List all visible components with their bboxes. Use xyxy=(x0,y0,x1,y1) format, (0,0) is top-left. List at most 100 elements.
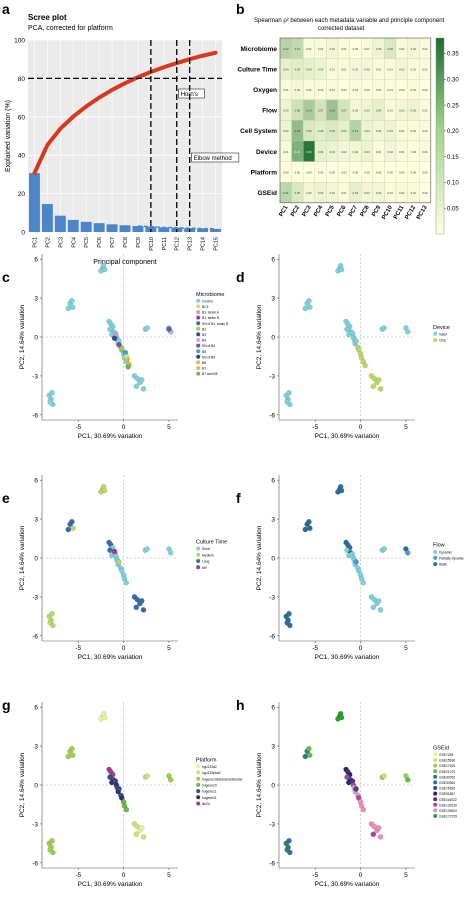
scatter-point xyxy=(101,487,108,494)
heatmap-row-label: GSEid xyxy=(257,190,277,197)
legend-label: GSE7259 xyxy=(439,753,453,757)
heatmap-cell-value: 0.02 xyxy=(353,109,359,113)
heatmap-cell-value: 0.14 xyxy=(306,109,312,113)
scatter-point xyxy=(370,604,377,611)
heatmap-cell-value: 0.02 xyxy=(295,88,301,92)
scatter-xtick-label: 0 xyxy=(122,424,126,431)
heatmap-cell-value: 0.12 xyxy=(353,129,359,133)
scatter-point xyxy=(70,752,76,758)
legend-label: Medium xyxy=(202,553,214,557)
scatter-point xyxy=(133,604,140,611)
legend-swatch xyxy=(433,780,438,785)
scatter-point xyxy=(69,297,75,304)
scatter-point xyxy=(360,806,367,813)
pca-scatter-gseid: -6 -3 0 3 6 -5 0 5 PC1, 30.69% variation PC2, 14.… xyxy=(256,702,457,888)
pca-scatter-platform: -6 -3 0 3 6 -5 0 5 PC1, 30.69% variation PC2, 14.… xyxy=(19,702,243,888)
scree-xtick-label: PC5 xyxy=(84,237,90,248)
scatter-point xyxy=(307,752,313,758)
heatmap-cell-value: 0.06 xyxy=(329,129,335,133)
legend-label: illu2n xyxy=(202,802,210,806)
heatmap-cell-value: 0.05 xyxy=(295,67,301,71)
scree-bar-pc2 xyxy=(41,203,53,232)
heatmap-border xyxy=(279,37,432,204)
heatmap-cell-value: 0.16 xyxy=(329,109,335,113)
heatmap-col-label: PC10 xyxy=(381,204,394,221)
scatter-ytick-label: 6 xyxy=(34,705,38,712)
legend-swatch xyxy=(433,752,438,757)
legend-label: B7 and B8 xyxy=(202,372,218,376)
scatter-point xyxy=(47,847,53,853)
scree-xtick-label: PC2 xyxy=(45,237,51,248)
scree-ytick-label: 0 xyxy=(21,230,25,237)
scatter-ytick-label: 6 xyxy=(271,257,275,264)
heatmap-cell-value: 0.00 xyxy=(283,170,289,174)
legend-swatch xyxy=(196,349,201,354)
scatter-ytick-label: 6 xyxy=(34,257,38,264)
legend-swatch xyxy=(433,331,438,336)
scatter-ytick-label: 0 xyxy=(34,783,38,790)
heatmap-title-line2: corrected dataset xyxy=(318,26,365,32)
heatmap-cell-value: 0.12 xyxy=(283,47,289,51)
scatter-xtick-label: 0 xyxy=(359,645,363,652)
scatter-point xyxy=(65,526,72,533)
legend-label: B7 xyxy=(202,367,206,371)
legend-label: Control xyxy=(202,299,213,303)
heatmap-col-label: PC1 xyxy=(278,204,289,218)
pca-scatter-device: -6 -3 0 3 6 -5 0 5 PC1, 30.69% variation PC2, 14.… xyxy=(256,254,450,440)
heatmap-cell-value: 0.00 xyxy=(353,47,359,51)
scatter-point xyxy=(375,825,382,831)
scatter-point xyxy=(116,559,122,565)
heatmap-cell-value: 0.00 xyxy=(364,88,370,92)
heatmap-cell-value: 0.03 xyxy=(387,129,393,133)
legend-swatch xyxy=(196,354,201,359)
heatmap-cell-value: 0.11 xyxy=(283,191,289,195)
legend-label: Short xyxy=(202,547,210,551)
scatter-ytick-label: 3 xyxy=(34,744,38,751)
legend-swatch xyxy=(433,562,438,567)
heatmap-cell-value: 0.01 xyxy=(353,88,359,92)
heatmap-cell-value: 0.01 xyxy=(329,67,335,71)
scatter-xlabel: PC1, 30.69% variation xyxy=(78,433,143,440)
scatter-xtick-label: 0 xyxy=(359,424,363,431)
scatter-point xyxy=(375,377,382,383)
scatter-ylabel: PC2, 14.64% variation xyxy=(256,525,263,590)
legend-swatch xyxy=(196,366,201,370)
heatmap-cell-value: 0.00 xyxy=(329,170,335,174)
scatter-point xyxy=(370,383,377,390)
legend-swatch xyxy=(433,786,438,790)
heatmap-col-label: PC9 xyxy=(371,204,382,218)
heatmap-col-label: PC2 xyxy=(290,204,301,218)
legend-swatch xyxy=(196,546,201,551)
scree-ytick-label: 60 xyxy=(18,114,26,121)
scatter-point xyxy=(166,326,172,332)
scatter-xtick-label: -5 xyxy=(312,424,318,431)
heatmap-cell-value: 0.00 xyxy=(399,170,405,174)
scree-bar-pc7 xyxy=(106,224,118,232)
legend-swatch xyxy=(196,565,201,570)
colorbar-tick-label: 0.15 xyxy=(447,155,459,161)
heatmap-cell-value: 0.01 xyxy=(306,47,312,51)
heatmap-cell-value: 0.01 xyxy=(283,150,289,154)
scree-xtick-label: PC3 xyxy=(58,237,64,248)
heatmap-cell-value: 0.02 xyxy=(341,150,347,154)
legend-label: SN of B1, strain B xyxy=(202,322,229,326)
scree-xtick-label: PC7 xyxy=(110,237,116,248)
legend-label: hugene11 xyxy=(202,790,217,794)
heatmap-cell-value: 0.07 xyxy=(318,109,324,113)
scatter-point xyxy=(123,806,130,813)
heatmap-cell-value: 0.06 xyxy=(306,129,312,133)
panel-letter-g: g xyxy=(2,697,11,713)
scree-xlabel: Principal component xyxy=(93,259,156,266)
panel-letter-f: f xyxy=(236,490,241,506)
legend-swatch xyxy=(196,343,201,348)
heatmap-cell-value: 0.03 xyxy=(329,150,335,154)
pca-scatter-microbiome: -6 -3 0 3 6 -5 0 5 PC1, 30.69% variation PC2, 14.… xyxy=(19,254,229,440)
heatmap-cell-value: 0.00 xyxy=(422,170,428,174)
heatmap-cell-value: 0.00 xyxy=(353,170,359,174)
heatmap-row-label: Device xyxy=(256,149,277,156)
heatmap-col-label: PC7 xyxy=(348,204,359,218)
scatter-point xyxy=(70,525,76,531)
legend-swatch xyxy=(196,304,201,309)
scatter-point xyxy=(101,266,108,273)
scatter-ytick-label: -6 xyxy=(32,860,38,867)
